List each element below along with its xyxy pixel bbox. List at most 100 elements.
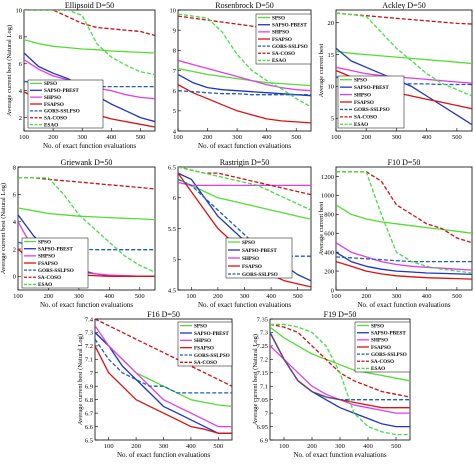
- x-tick-label: 300: [74, 293, 84, 300]
- legend-label: SHPSO: [242, 256, 259, 262]
- y-tick-label: 6.8: [85, 397, 93, 404]
- y-tick-label: 8: [173, 48, 176, 55]
- legend-label: GORS-SSLPSO: [272, 44, 308, 50]
- legend-label: SPSO: [242, 240, 255, 246]
- x-tick-label: 500: [135, 293, 145, 300]
- chart-title: Rastrigin D=50: [220, 158, 270, 167]
- series-group: [270, 323, 410, 436]
- legend-label: FSAPSO: [194, 345, 214, 351]
- x-tick-label: 400: [363, 443, 373, 450]
- legend-label: SHPSO: [371, 338, 388, 344]
- legend-label: FSAPSO: [371, 345, 391, 351]
- legend-label: SAPSO-PBEST: [371, 331, 406, 337]
- x-tick-label: 400: [262, 134, 272, 141]
- legend-label: GORS-SSLPSO: [44, 109, 80, 115]
- series-line-gors-sslpso: [178, 178, 311, 257]
- y-tick-label: 4: [19, 88, 23, 95]
- x-tick-label: 100: [13, 293, 23, 300]
- series-line-spso: [336, 204, 472, 234]
- x-axis-label: No. of exact function evaluations: [40, 301, 133, 309]
- series-line-sa-coso: [178, 167, 311, 196]
- legend: SPSO SAPSO-PBEST SHPSO FSAPSO GORS-SSLPSO: [225, 237, 293, 279]
- x-tick-label: 400: [266, 293, 276, 300]
- x-tick-label: 400: [422, 134, 432, 141]
- series-line-sa-coso: [18, 177, 155, 190]
- x-tick-label: 300: [77, 134, 87, 141]
- series-line-gors-sslpso: [336, 256, 472, 263]
- x-tick-label: 300: [392, 293, 402, 300]
- legend: SPSOSAPSO-PBESTSHPSOFSAPSOGORS-SSLPSOSA-…: [177, 321, 233, 367]
- y-tick-label: 7.15: [257, 370, 268, 377]
- y-tick-label: 200: [324, 268, 334, 275]
- series-line-sa-coso: [95, 319, 232, 387]
- legend-label: SA-COSO: [354, 115, 377, 121]
- y-tick-label: 5.5: [168, 226, 176, 233]
- subplot-3: Ackley D=50 100 200 300 400 500 5 10 15 20 Average…: [318, 1, 473, 141]
- chart-title: F19 D=50: [324, 310, 357, 319]
- series-group: [95, 319, 232, 434]
- x-axis-label: No. of exact function evaluations: [198, 301, 291, 309]
- legend-label: ESAO: [272, 58, 286, 64]
- series-group: [178, 13, 311, 124]
- legend-label: ESAO: [371, 366, 385, 372]
- y-tick-label: 6.9: [85, 384, 93, 391]
- legend: SPSOSAPSO-PBESTSHPSOFSAPSOGORS-SSLPSOSA-…: [255, 13, 312, 65]
- x-tick-label: 100: [19, 134, 29, 141]
- chart-title: F16 D=50: [147, 310, 180, 319]
- series-line-spso: [178, 67, 311, 87]
- y-axis-label: Average current best (Natural Log): [6, 25, 13, 116]
- series-line-spso: [178, 178, 311, 220]
- y-axis-label: Average current best (Natural Log): [77, 334, 84, 425]
- y-tick-label: 4: [173, 128, 177, 135]
- legend-label: ESAO: [354, 122, 368, 128]
- y-tick-label: 7.4: [85, 316, 94, 323]
- y-tick-label: 6: [19, 61, 23, 68]
- series-line-esao: [24, 10, 155, 76]
- y-tick-label: 600: [324, 231, 334, 238]
- subplot-1: Ellipsoid D=50 100 200 300 400 500 2 4 6 8 10 No. o…: [6, 1, 156, 150]
- y-tick-label: 7: [90, 370, 94, 377]
- legend-label: SHPSO: [44, 95, 61, 101]
- subplot-6: F10 D=50 100 200 300 400 500 0 200 400 600 800 1000…: [318, 158, 473, 309]
- x-tick-label: 300: [335, 443, 345, 450]
- legend-box: [354, 321, 411, 373]
- legend-label: SAPSO-PBEST: [242, 248, 277, 254]
- legend-label: SHPSO: [272, 30, 289, 36]
- x-tick-label: 500: [452, 134, 462, 141]
- x-tick-label: 400: [422, 293, 432, 300]
- legend-label: GORS-SSLPSO: [371, 352, 407, 358]
- y-axis-label: Average current best (Natural Log): [0, 183, 7, 274]
- chart-title: Ellipsoid D=50: [65, 1, 114, 10]
- y-axis-label: Average current best: [318, 43, 325, 97]
- x-tick-label: 200: [307, 443, 317, 450]
- x-axis-label: No. of exact function evaluations: [198, 142, 291, 150]
- y-tick-label: 7.25: [257, 343, 268, 350]
- x-axis-label: No. of exact function evaluations: [117, 451, 210, 459]
- x-tick-label: 500: [452, 293, 462, 300]
- x-tick-label: 100: [331, 134, 341, 141]
- legend-label: SA-COSO: [44, 116, 67, 122]
- series-line-esao: [336, 12, 472, 97]
- legend-box: [177, 321, 233, 367]
- y-tick-label: 6.5: [168, 164, 176, 171]
- legend-label: SPSO: [272, 15, 285, 21]
- legend-label: ESAO: [38, 282, 52, 288]
- y-tick-label: 4: [13, 219, 17, 226]
- y-tick-label: 6: [173, 195, 177, 202]
- y-tick-label: 8: [19, 34, 22, 41]
- x-axis-label: No. of exact function evaluations: [357, 301, 450, 309]
- legend-label: SHPSO: [38, 254, 55, 260]
- legend-label: GORS-SSLPSO: [38, 268, 74, 274]
- x-tick-label: 300: [240, 293, 250, 300]
- series-line-shpso: [178, 181, 311, 187]
- legend: SPSOSAPSO-PBESTSHPSOFSAPSOGORS-SSLPSOSA-…: [354, 321, 411, 373]
- y-tick-label: 7.2: [85, 343, 93, 350]
- y-tick-label: 7.3: [85, 330, 93, 337]
- x-tick-label: 500: [291, 134, 301, 141]
- series-line-fsapso: [178, 84, 311, 124]
- x-tick-label: 200: [361, 293, 371, 300]
- y-tick-label: 6.7: [85, 410, 94, 417]
- subplot-4: Griewank D=50 100 200 300 400 500 0 2 4 6 8 No. of …: [0, 158, 156, 309]
- series-line-shpso: [336, 242, 472, 271]
